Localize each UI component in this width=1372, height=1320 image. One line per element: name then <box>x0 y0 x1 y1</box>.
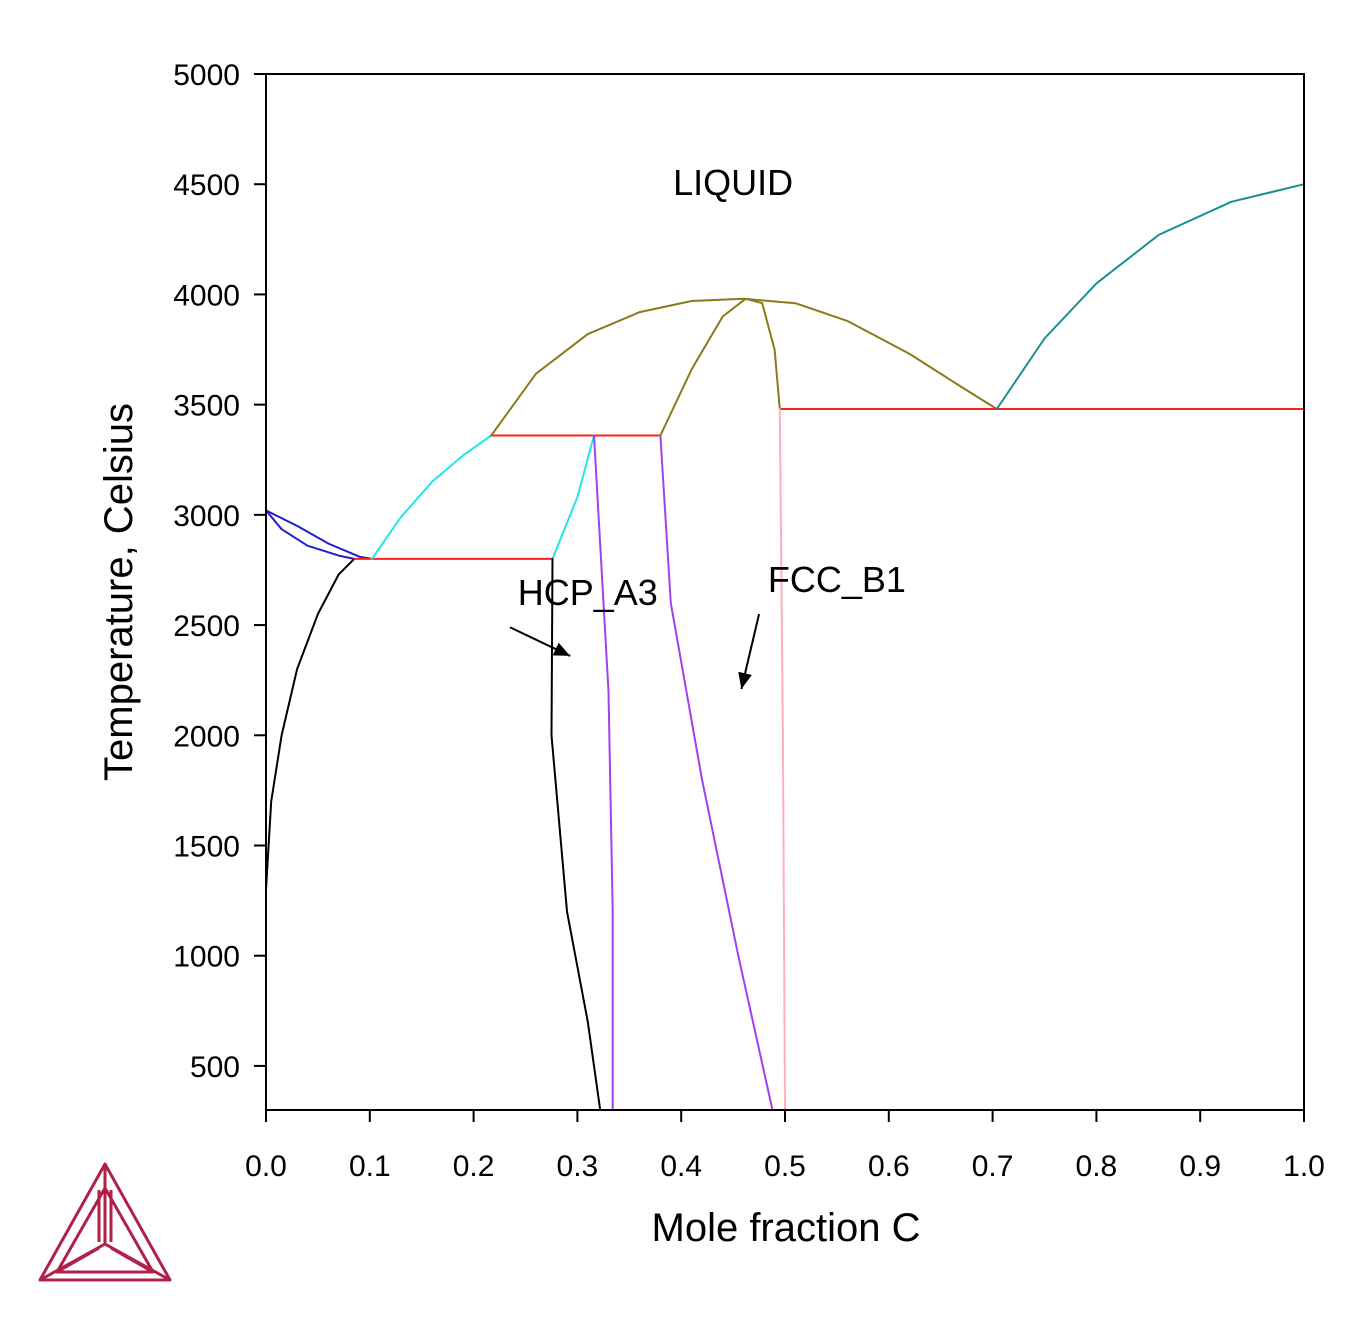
phase-boundary-2 <box>265 557 356 891</box>
phase-boundary-9 <box>659 434 774 1111</box>
y-tick-label: 4500 <box>173 169 240 202</box>
x-tick-label: 0.9 <box>1179 1150 1221 1183</box>
x-tick-label: 0.1 <box>349 1150 391 1183</box>
y-tick-label: 2000 <box>173 720 240 753</box>
y-tick-label: 1500 <box>173 830 240 863</box>
x-tick-label: 1.0 <box>1283 1150 1325 1183</box>
phase-boundary-8 <box>593 434 614 1111</box>
region-labels: LIQUID HCP_A3 FCC_B1 <box>518 162 906 613</box>
phase-boundary-13 <box>778 408 786 1111</box>
phase-boundary-1 <box>265 509 356 560</box>
x-tick-label: 0.8 <box>1076 1150 1118 1183</box>
x-tick-label: 0.7 <box>972 1150 1014 1183</box>
y-axis-title: Temperature, Celsius <box>97 403 141 781</box>
phase-boundary-6 <box>551 434 595 560</box>
phase-boundary-7 <box>550 557 602 1111</box>
x-tick-label: 0.0 <box>245 1150 287 1183</box>
x-axis-title: Mole fraction C <box>652 1206 921 1250</box>
phase-boundary-11 <box>659 297 781 437</box>
y-tick-label: 1000 <box>173 941 240 974</box>
phase-boundary-14 <box>995 183 1305 410</box>
phase-boundary-4 <box>370 434 493 560</box>
y-tick-label: 500 <box>190 1051 240 1084</box>
x-tick-label: 0.6 <box>868 1150 910 1183</box>
region-label-hcp_a3: HCP_A3 <box>518 572 658 613</box>
annotation-arrowhead <box>738 671 752 689</box>
thermo-calc-logo-icon <box>38 1162 172 1282</box>
y-tick-label: 4000 <box>173 279 240 312</box>
annotation-arrows <box>509 613 761 690</box>
x-tick-label: 0.2 <box>453 1150 495 1183</box>
y-tick-label: 5000 <box>173 59 240 92</box>
phase-boundaries <box>265 183 1305 1111</box>
x-axis-ticks: 0.0 0.1 0.2 0.3 0.4 0.5 0.6 0.7 0.8 0.9 1.0 <box>245 1110 1325 1183</box>
phase-boundary-10 <box>490 297 998 437</box>
phase-boundary-0 <box>265 509 373 560</box>
y-tick-label: 3500 <box>173 390 240 423</box>
x-tick-label: 0.4 <box>660 1150 702 1183</box>
annotation-arrowhead <box>552 642 571 656</box>
region-label-liquid: LIQUID <box>673 162 793 203</box>
region-label-fcc_b1: FCC_B1 <box>768 559 906 600</box>
y-tick-label: 3000 <box>173 500 240 533</box>
x-tick-label: 0.3 <box>557 1150 599 1183</box>
y-tick-label: 2500 <box>173 610 240 643</box>
x-tick-label: 0.5 <box>764 1150 806 1183</box>
y-axis-ticks: 500 1000 1500 2000 2500 3000 3500 4000 4500 5000 <box>173 59 266 1084</box>
